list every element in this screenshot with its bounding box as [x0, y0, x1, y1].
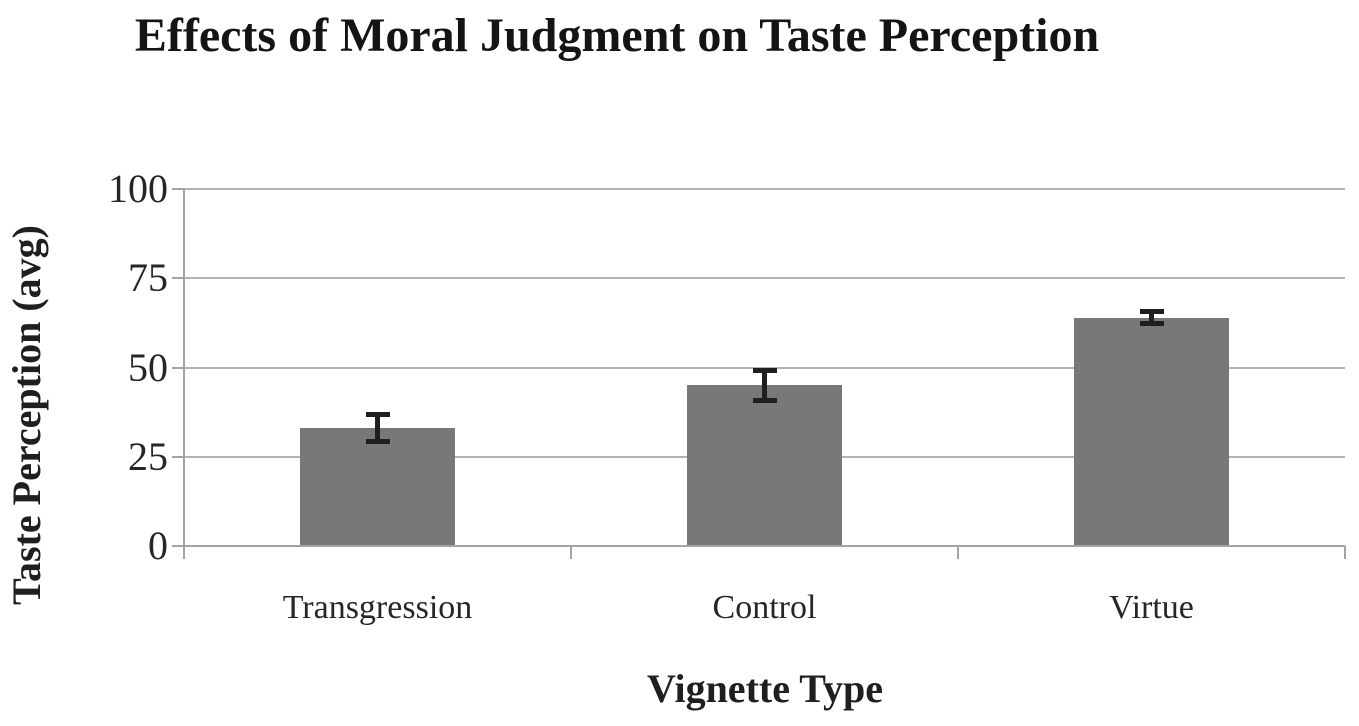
error-bar-line-virtue: [1149, 308, 1154, 327]
y-tick-label-0: 0: [148, 523, 168, 568]
y-axis-title: Taste Perception (avg): [4, 225, 49, 605]
chart-title: Effects of Moral Judgment on Taste Perce…: [134, 9, 1100, 62]
y-tick-50: [172, 366, 184, 369]
y-tick-100: [172, 188, 184, 190]
error-bar-cap-bottom-virtue: [1139, 321, 1164, 327]
error-bar-cap-bottom-transgression: [365, 439, 390, 445]
error-bar-cap-top-transgression: [365, 412, 390, 418]
x-axis-line: [172, 545, 1345, 547]
gridline-75: [184, 277, 1345, 280]
error-bar-line-transgression: [375, 412, 380, 445]
x-tick-2: [957, 546, 959, 559]
y-tick-25: [172, 455, 184, 458]
gridline-100: [184, 188, 1345, 190]
bar-transgression: [300, 428, 455, 546]
y-tick-label-25: 25: [128, 433, 168, 479]
x-axis-title: Vignette Type: [647, 666, 883, 711]
x-tick-label-virtue: Virtue: [1109, 589, 1194, 626]
y-axis-line: [183, 189, 185, 559]
x-tick-3: [1344, 546, 1346, 559]
y-tick-75: [172, 277, 184, 280]
x-tick-label-transgression: Transgression: [282, 589, 473, 626]
bar-virtue: [1074, 317, 1229, 546]
error-bar-cap-bottom-control: [752, 398, 777, 404]
y-tick-label-50: 50: [128, 344, 168, 390]
y-tick-label-75: 75: [128, 255, 168, 301]
error-bar-line-control: [762, 367, 767, 404]
x-tick-1: [570, 546, 572, 559]
x-tick-label-control: Control: [712, 589, 817, 626]
y-tick-label-100: 100: [108, 166, 168, 211]
error-bar-cap-top-control: [752, 367, 777, 373]
bar-control: [687, 385, 842, 546]
error-bar-cap-top-virtue: [1139, 308, 1164, 314]
